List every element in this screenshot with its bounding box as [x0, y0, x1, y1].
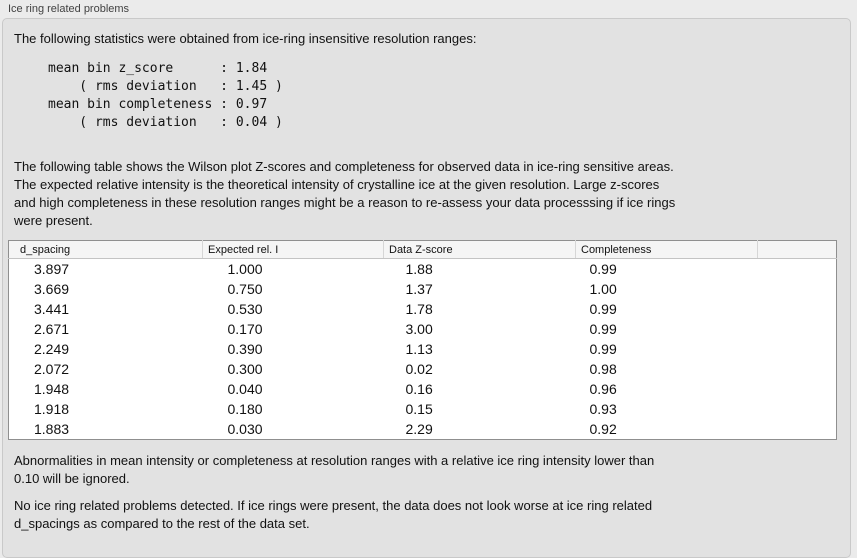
table-row[interactable]: 1.883 0.030 2.29 0.92 — [9, 419, 837, 440]
table-cell: 0.99 — [589, 341, 617, 357]
table-row[interactable]: 1.918 0.180 0.15 0.93 — [9, 399, 837, 419]
table-cell: 2.29 — [405, 421, 433, 437]
col-header-spacer — [757, 240, 837, 259]
table-cell — [758, 359, 837, 379]
table-cell: 1.000 — [227, 261, 263, 277]
table-cell: 2.249 — [34, 341, 70, 357]
table-cell: 0.99 — [589, 261, 617, 277]
table-cell: 0.92 — [589, 421, 617, 437]
table-cell — [758, 419, 837, 440]
table-cell: 0.98 — [589, 361, 617, 377]
table-cell: 3.441 — [34, 301, 70, 317]
table-cell — [758, 259, 837, 280]
table-cell: 0.93 — [589, 401, 617, 417]
table-cell: 0.030 — [227, 421, 263, 437]
table-cell: 3.897 — [34, 261, 70, 277]
panel-title: Ice ring related problems — [8, 3, 130, 15]
table-cell — [758, 319, 837, 339]
table-cell: 1.00 — [589, 281, 617, 297]
table-row[interactable]: 1.948 0.040 0.16 0.96 — [9, 379, 837, 399]
table-cell: 1.948 — [34, 381, 70, 397]
table-cell: 0.530 — [227, 301, 263, 317]
table-row[interactable]: 3.669 0.750 1.37 1.00 — [9, 279, 837, 299]
col-header-d-spacing[interactable]: d_spacing — [8, 240, 203, 259]
stats-block: mean bin z_score : 1.84 ( rms deviation … — [48, 61, 283, 130]
description-text: The following table shows the Wilson plo… — [14, 159, 676, 228]
table-cell: 2.671 — [34, 321, 70, 337]
table-cell — [758, 279, 837, 299]
ice-ring-groupbox: The following statistics were obtained f… — [2, 18, 851, 558]
table-cell: 3.00 — [405, 321, 433, 337]
col-header-completeness[interactable]: Completeness — [575, 240, 758, 259]
table-cell: 0.180 — [227, 401, 263, 417]
table-cell: 0.390 — [227, 341, 263, 357]
col-header-expected-rel-i[interactable]: Expected rel. I — [202, 240, 384, 259]
col-header-data-z-score[interactable]: Data Z-score — [383, 240, 576, 259]
table-cell: 0.750 — [227, 281, 263, 297]
table-row[interactable]: 2.072 0.300 0.02 0.98 — [9, 359, 837, 379]
table-row[interactable]: 3.441 0.530 1.78 0.99 — [9, 299, 837, 319]
table-cell: 3.669 — [34, 281, 70, 297]
intro-text: The following statistics were obtained f… — [14, 31, 477, 46]
table-cell: 1.88 — [405, 261, 433, 277]
ice-ring-table: d_spacing Expected rel. I Data Z-score C… — [8, 240, 837, 440]
table-cell: 0.300 — [227, 361, 263, 377]
table-cell: 0.02 — [405, 361, 433, 377]
table-row[interactable]: 3.897 1.000 1.88 0.99 — [9, 259, 837, 280]
table-cell — [758, 339, 837, 359]
table-cell: 1.918 — [34, 401, 70, 417]
table-cell — [758, 379, 837, 399]
table-cell: 0.170 — [227, 321, 263, 337]
table-row[interactable]: 2.249 0.390 1.13 0.99 — [9, 339, 837, 359]
table-cell: 1.37 — [405, 281, 433, 297]
table-cell: 0.16 — [405, 381, 433, 397]
table-cell: 0.96 — [589, 381, 617, 397]
table-cell — [758, 399, 837, 419]
table-header-row: d_spacing Expected rel. I Data Z-score C… — [8, 240, 837, 259]
table-cell: 0.99 — [589, 301, 617, 317]
table-cell: 0.99 — [589, 321, 617, 337]
table-cell: 1.883 — [34, 421, 70, 437]
table-cell: 1.13 — [405, 341, 433, 357]
ignore-note: Abnormalities in mean intensity or compl… — [14, 453, 655, 486]
table-row[interactable]: 2.671 0.170 3.00 0.99 — [9, 319, 837, 339]
table-cell: 0.15 — [405, 401, 433, 417]
table-cell: 1.78 — [405, 301, 433, 317]
table-cell: 0.040 — [227, 381, 263, 397]
table-cell: 2.072 — [34, 361, 70, 377]
table-cell — [758, 299, 837, 319]
conclusion-text: No ice ring related problems detected. I… — [14, 498, 653, 531]
